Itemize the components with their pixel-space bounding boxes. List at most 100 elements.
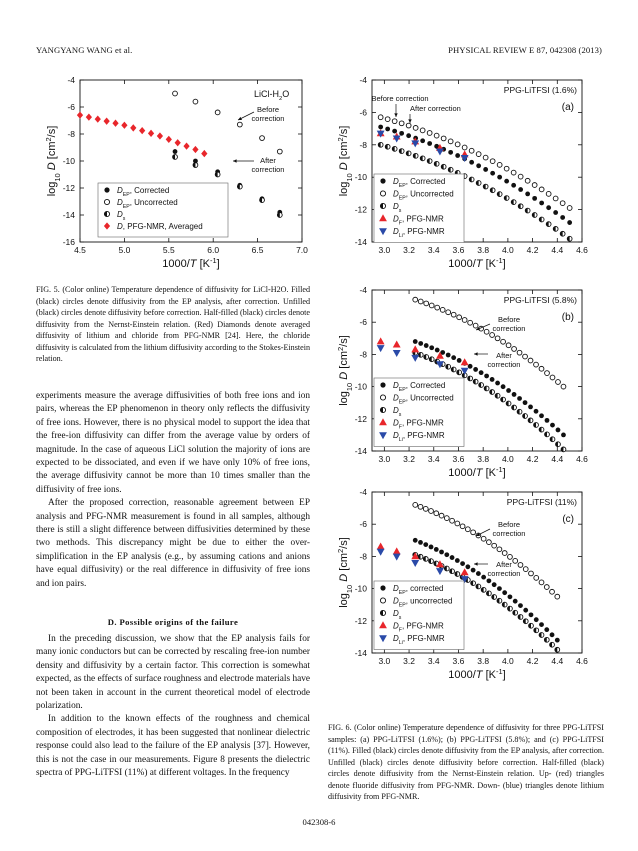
data-point bbox=[507, 594, 513, 600]
data-point bbox=[503, 165, 510, 172]
y-tick-label: -14 bbox=[63, 210, 76, 220]
data-point bbox=[465, 564, 471, 570]
data-point bbox=[538, 365, 545, 372]
data-point-half bbox=[504, 195, 507, 201]
data-point-half bbox=[486, 590, 489, 596]
data-point bbox=[428, 544, 434, 550]
data-point bbox=[552, 195, 559, 202]
data-point-half bbox=[560, 231, 563, 237]
data-point bbox=[379, 190, 387, 197]
data-point-half bbox=[429, 356, 432, 362]
legend-label: DEP, Uncorrected bbox=[393, 394, 454, 406]
data-point bbox=[201, 149, 208, 158]
data-point-half bbox=[441, 164, 444, 170]
data-point-half bbox=[193, 162, 196, 168]
plot-frame bbox=[371, 79, 583, 243]
x-tick-label: 4.4 bbox=[551, 454, 563, 464]
data-point bbox=[392, 349, 401, 357]
data-point bbox=[405, 122, 412, 129]
data-point-half bbox=[277, 212, 280, 218]
data-point bbox=[522, 400, 528, 406]
chart-title: LiCl-H2O bbox=[254, 89, 289, 102]
data-point bbox=[566, 205, 573, 211]
data-point bbox=[460, 367, 469, 375]
legend-label: Ds bbox=[393, 406, 402, 418]
data-point-half bbox=[489, 389, 493, 395]
data-point bbox=[192, 98, 199, 105]
data-point bbox=[380, 178, 386, 184]
data-point bbox=[450, 311, 457, 318]
series-triangle-down bbox=[376, 345, 469, 375]
data-point bbox=[379, 635, 387, 643]
data-point bbox=[378, 124, 384, 130]
data-point-half bbox=[104, 211, 107, 217]
legend-label: DF, PFG-NMR bbox=[393, 622, 444, 634]
data-point bbox=[549, 588, 555, 595]
data-point-half bbox=[539, 427, 542, 432]
data-point bbox=[423, 542, 429, 548]
legend-label: DEP, Uncorrected bbox=[117, 198, 178, 210]
data-point-half bbox=[448, 167, 451, 173]
data-point bbox=[528, 612, 534, 618]
annotation-text: After bbox=[260, 156, 276, 165]
data-point bbox=[476, 163, 482, 169]
x-tick-label: 4.6 bbox=[576, 245, 588, 255]
y-tick-label: -14 bbox=[355, 237, 368, 247]
data-point bbox=[512, 598, 518, 604]
series-filled-circle bbox=[412, 537, 560, 643]
data-point bbox=[423, 300, 430, 307]
data-point bbox=[489, 158, 496, 165]
x-tick-label: 4.6 bbox=[576, 656, 588, 666]
x-tick-label: 3.6 bbox=[453, 454, 465, 464]
data-point bbox=[436, 560, 444, 568]
data-point bbox=[549, 632, 555, 638]
figure-6c-chart: 3.0 3.2 3.4 3.6 3.8 4.0 4.2 4.4 4.6 -4 -6 -8 -10 -12 -… bbox=[336, 487, 589, 681]
legend-label: DEP, Corrected bbox=[393, 177, 445, 189]
data-point bbox=[377, 114, 384, 121]
data-point-half bbox=[445, 364, 449, 370]
data-point-half bbox=[427, 158, 430, 164]
data-point bbox=[438, 512, 445, 519]
data-point bbox=[417, 503, 424, 510]
x-tick-label: 3.0 bbox=[378, 245, 390, 255]
data-point-half bbox=[380, 407, 383, 413]
data-point bbox=[440, 135, 447, 142]
data-point bbox=[549, 374, 556, 381]
data-point bbox=[392, 547, 401, 555]
legend-label: Ds bbox=[117, 210, 126, 222]
data-point-half bbox=[454, 571, 458, 577]
data-point bbox=[104, 187, 110, 193]
series-group bbox=[376, 502, 561, 653]
legend-label: DEP, uncorrected bbox=[393, 597, 452, 609]
data-point bbox=[411, 345, 420, 353]
data-point bbox=[504, 178, 510, 184]
y-tick-label: -6 bbox=[67, 102, 75, 112]
data-point bbox=[517, 562, 524, 568]
series-triangle-down bbox=[376, 130, 469, 162]
data-point bbox=[412, 296, 419, 303]
y-tick-label: -16 bbox=[63, 237, 76, 247]
data-point-half bbox=[434, 161, 437, 167]
data-point bbox=[555, 379, 561, 385]
data-point bbox=[165, 135, 172, 144]
x-tick-label: 5.0 bbox=[118, 245, 130, 255]
data-point bbox=[517, 396, 522, 401]
data-point bbox=[391, 118, 398, 125]
y-axis-label: log10 D [cm2/s] bbox=[44, 126, 62, 197]
data-point bbox=[379, 432, 387, 440]
x-tick-label: 3.2 bbox=[403, 656, 415, 666]
series-triangle-up bbox=[376, 542, 469, 576]
y-tick-label: -12 bbox=[63, 183, 76, 193]
data-point bbox=[460, 358, 469, 366]
data-point-half bbox=[506, 401, 509, 406]
y-tick-label: -6 bbox=[359, 107, 367, 117]
data-point bbox=[94, 115, 101, 123]
data-point bbox=[443, 515, 450, 521]
data-point bbox=[528, 404, 533, 410]
data-point bbox=[510, 169, 517, 176]
data-point bbox=[470, 567, 476, 573]
data-point-half bbox=[500, 397, 504, 402]
data-point bbox=[496, 162, 503, 168]
data-point-half bbox=[490, 187, 493, 193]
data-point bbox=[554, 637, 560, 643]
